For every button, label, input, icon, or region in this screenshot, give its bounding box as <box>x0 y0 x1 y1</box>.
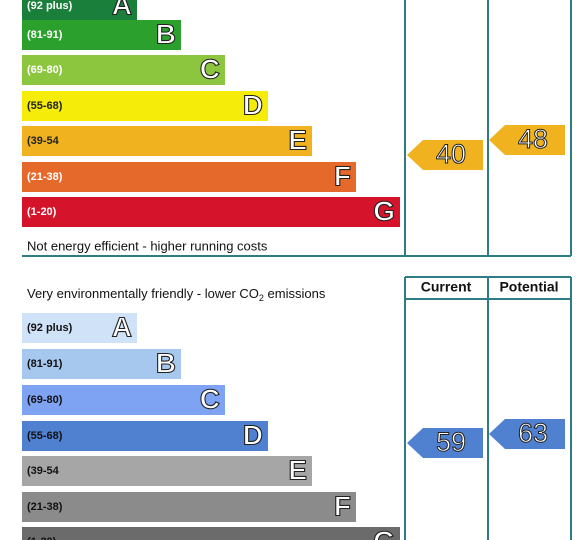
band-letter: C <box>200 53 220 84</box>
caption-after: emissions <box>264 286 326 301</box>
band-range: (55-68) <box>27 100 63 112</box>
band-letter: F <box>334 490 351 521</box>
rating-value: 59 <box>436 427 466 457</box>
band-range: (1-20) <box>27 536 57 540</box>
band <box>22 162 356 192</box>
footer: Not energy efficient - higher running co… <box>27 238 268 253</box>
band-range: (21-38) <box>27 501 63 513</box>
band-range: (69-80) <box>27 394 63 406</box>
band <box>22 197 400 227</box>
band-letter: G <box>373 525 395 540</box>
band-letter: D <box>243 89 263 120</box>
rating-arrow <box>407 140 483 170</box>
band <box>22 349 181 379</box>
caption-subscript: 2 <box>259 293 264 303</box>
band <box>22 385 225 415</box>
band-range: (39-54 <box>27 135 60 147</box>
caption: Very environmentally friendly - lower CO… <box>27 286 326 303</box>
band-range: (92 plus) <box>27 322 73 334</box>
band <box>22 91 268 121</box>
rating-arrow <box>489 419 565 449</box>
band-range: (1-20) <box>27 206 57 218</box>
potential-header: Potential <box>499 279 558 295</box>
current-header: Current <box>421 279 472 295</box>
frame <box>22 0 572 540</box>
band <box>22 456 312 486</box>
band-range: (92 plus) <box>27 0 73 12</box>
band-letter: A <box>112 311 132 342</box>
band-letter: E <box>288 454 307 485</box>
band <box>22 20 181 50</box>
rating-arrow <box>407 428 483 458</box>
band-letter: G <box>373 195 395 226</box>
band-letter: B <box>156 18 176 49</box>
band <box>22 527 400 540</box>
rating-arrow <box>489 125 565 155</box>
rating-value: 40 <box>436 139 466 169</box>
band-letter: D <box>243 419 263 450</box>
band-range: (39-54 <box>27 465 60 477</box>
band <box>22 313 137 343</box>
band-letter: E <box>288 124 307 155</box>
band-letter: F <box>334 160 351 191</box>
band-range: (81-91) <box>27 358 63 370</box>
caption-text: Very environmentally friendly - lower CO <box>27 286 259 301</box>
band-letter: C <box>200 383 220 414</box>
band <box>22 126 312 156</box>
band-range: (21-38) <box>27 171 63 183</box>
band <box>22 55 225 85</box>
rating-value: 48 <box>518 124 548 154</box>
band-letter: A <box>112 0 132 20</box>
band <box>22 0 137 21</box>
band-range: (55-68) <box>27 430 63 442</box>
rating-value: 63 <box>518 418 548 448</box>
band-letter: B <box>156 347 176 378</box>
band <box>22 421 268 451</box>
band <box>22 492 356 522</box>
band-range: (69-80) <box>27 64 63 76</box>
band-range: (81-91) <box>27 29 63 41</box>
